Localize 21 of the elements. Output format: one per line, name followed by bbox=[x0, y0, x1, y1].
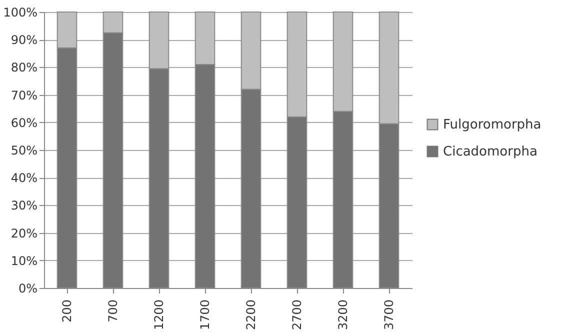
y-tick-label: 10% bbox=[10, 254, 38, 268]
y-tick-label: 40% bbox=[10, 171, 38, 186]
y-tick-label: 80% bbox=[10, 60, 38, 75]
x-tick-label: 200 bbox=[60, 300, 74, 322]
x-tick-label: 1700 bbox=[198, 300, 212, 330]
legend-label: Cicadomorpha bbox=[443, 144, 538, 160]
x-tick-label: 1200 bbox=[152, 300, 166, 330]
x-tick-label: 2200 bbox=[244, 300, 258, 330]
y-tick-label: 70% bbox=[10, 88, 38, 102]
y-tick-label: 30% bbox=[10, 198, 38, 213]
x-tick-label: 3200 bbox=[336, 300, 350, 330]
x-tick-label: 2700 bbox=[290, 300, 304, 330]
x-tick-label: 3700 bbox=[382, 300, 396, 330]
y-tick-label: 90% bbox=[10, 33, 38, 48]
y-tick-label: 20% bbox=[10, 226, 38, 240]
legend-label: Fulgoromorpha bbox=[443, 118, 542, 132]
x-tick-label: 700 bbox=[106, 300, 120, 322]
y-tick-label: 100% bbox=[3, 6, 38, 20]
y-tick-label: 0% bbox=[18, 282, 38, 296]
y-tick-label: 60% bbox=[10, 116, 38, 130]
y-tick-label: 50% bbox=[10, 144, 38, 158]
